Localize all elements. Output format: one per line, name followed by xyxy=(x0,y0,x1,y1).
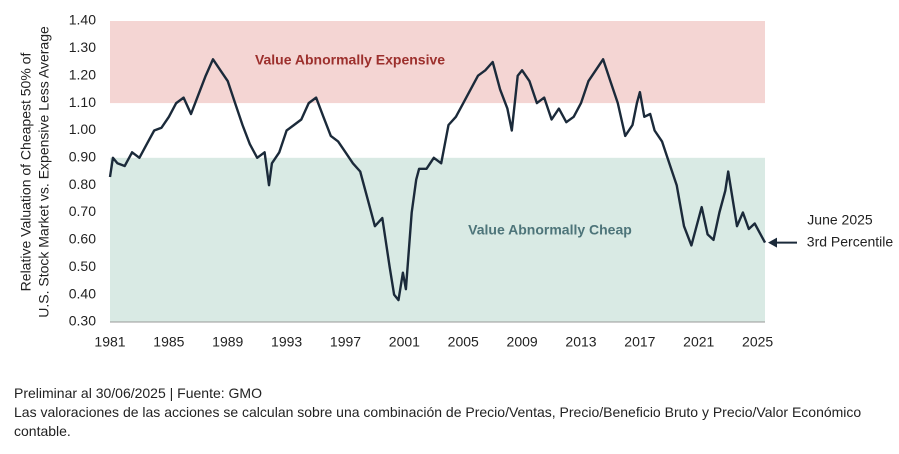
annotation: June 2025 xyxy=(807,211,873,227)
y-tick-label: 0.40 xyxy=(69,285,96,301)
arrow-head xyxy=(768,237,777,248)
band xyxy=(110,21,765,104)
x-tick-label: 1985 xyxy=(153,334,184,350)
x-tick-label: 2013 xyxy=(565,334,596,350)
y-tick-label: 0.90 xyxy=(69,149,96,165)
line xyxy=(108,58,767,302)
x-tick-label: 1993 xyxy=(271,334,302,350)
x-tick-label: 2017 xyxy=(624,334,655,350)
x-tick-label: 2005 xyxy=(448,334,479,350)
note: Preliminar al 30/06/2025 | Fuente: GMO xyxy=(14,385,262,401)
y-axis-label: Relative Valuation of Cheapest 50% of xyxy=(18,53,34,292)
band-label: Value Abnormally Cheap xyxy=(468,222,632,238)
x-tick-label: 1981 xyxy=(94,334,125,350)
chart: Value Abnormally Expensive Value Abnormal… xyxy=(18,12,894,350)
x-tick-label: 1989 xyxy=(212,334,243,350)
y-tick-label: 0.60 xyxy=(69,231,96,247)
notes: Preliminar al 30/06/2025 | Fuente: GMO La… xyxy=(14,384,886,441)
y-axis-label: U.S. Stock Market vs. Expensive Less Ave… xyxy=(36,26,52,318)
band-label: Value Abnormally Expensive xyxy=(255,52,445,68)
x-tick-label: 2021 xyxy=(683,334,714,350)
x-tick-label: 1997 xyxy=(330,334,361,350)
y-tick-label: 1.00 xyxy=(69,121,96,137)
y-tick-label: 1.40 xyxy=(69,12,96,28)
y-tick-label: 0.80 xyxy=(69,176,96,192)
y-tick-label: 1.10 xyxy=(69,94,96,110)
x-tick-label: 2009 xyxy=(507,334,538,350)
x-tick-label: 2001 xyxy=(389,334,420,350)
y-tick-label: 0.30 xyxy=(69,313,96,329)
y-tick-label: 1.30 xyxy=(69,39,96,55)
annotation: 3rd Percentile xyxy=(807,233,894,249)
y-tick-label: 1.20 xyxy=(69,66,96,82)
note: Las valoraciones de las acciones se calc… xyxy=(14,404,862,439)
y-tick-label: 0.70 xyxy=(69,203,96,219)
y-tick-label: 0.50 xyxy=(69,258,96,274)
band xyxy=(110,157,765,322)
x-tick-label: 2025 xyxy=(742,334,773,350)
